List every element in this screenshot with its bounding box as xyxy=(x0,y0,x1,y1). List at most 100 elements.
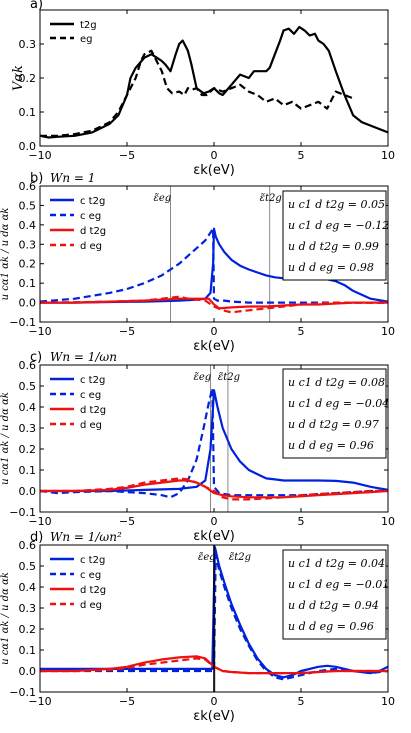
x-tick-label: −10 xyxy=(28,325,51,338)
y-tick-label: 0.0 xyxy=(19,140,37,153)
y-tick-label: 0.5 xyxy=(19,199,37,212)
y-tick-label: 0.2 xyxy=(19,623,37,636)
panel-title: Wn = 1/ωn xyxy=(50,350,117,364)
plot-frame xyxy=(39,9,389,147)
reference-label: ε̃t2g xyxy=(260,193,282,204)
annotation-line: u c1 d t2g = 0.05 xyxy=(288,198,385,211)
series-line-d-eg xyxy=(40,477,388,501)
annotation-box xyxy=(282,368,387,459)
y-tick-label: 0.3 xyxy=(19,422,37,435)
x-tick-label: −5 xyxy=(119,149,135,162)
panel-b: −10 −5 0 5 10 −0.1 0.0 0.1 0.2 0.3 0.4 0.5 0.6 ε̃eg ε̃… xyxy=(0,171,395,354)
y-tick-label: 0.0 xyxy=(19,665,37,678)
panel-title: Wn = 1/ωn² xyxy=(50,530,122,544)
legend-label: c t2g xyxy=(80,375,105,386)
y-tick-label: 0.3 xyxy=(19,38,37,51)
reference-label: ε̃t2g xyxy=(218,372,240,383)
y-tick-label: 0.1 xyxy=(19,277,37,290)
y-tick-label: 0.2 xyxy=(19,72,37,85)
x-tick-label: 5 xyxy=(298,515,305,528)
y-axis-label: u cα1 αk / u dα αk xyxy=(0,392,11,485)
reference-label: ε̃eg xyxy=(198,552,216,563)
y-tick-label: −0.1 xyxy=(9,686,36,699)
y-tick-label: 0.5 xyxy=(19,560,37,573)
y-tick-label: 0.2 xyxy=(19,258,37,271)
annotation-line: u c1 d eg = −0.04 xyxy=(288,397,389,410)
legend-label: d eg xyxy=(80,600,102,611)
annotation-line: u d d eg = 0.96 xyxy=(288,439,374,452)
reference-label: ε̃eg xyxy=(154,193,172,204)
annotation-line: u c1 d t2g = 0.08 xyxy=(288,376,385,389)
y-tick-label: 0.3 xyxy=(19,238,37,251)
legend: c t2g c eg d t2g d eg xyxy=(50,555,106,611)
series-line-c-t2g xyxy=(40,546,388,679)
x-axis-label: εk(eV) xyxy=(193,339,235,354)
series-line-t2g xyxy=(40,25,388,139)
series-line-eg xyxy=(40,49,354,137)
annotation-line: u d d eg = 0.98 xyxy=(288,261,374,274)
x-tick-label: −10 xyxy=(28,515,51,528)
y-tick-label: 0.1 xyxy=(19,464,37,477)
legend-label: d eg xyxy=(80,420,102,431)
x-tick-label: 5 xyxy=(298,695,305,708)
y-tick-label: 0.2 xyxy=(19,443,37,456)
plot-frame xyxy=(39,185,389,323)
legend-label: c eg xyxy=(80,390,101,401)
panel-label: c) xyxy=(30,350,42,365)
y-tick-label: 0.1 xyxy=(19,644,37,657)
legend-label: c eg xyxy=(80,570,101,581)
series-group xyxy=(40,546,388,681)
y-tick-label: 0.0 xyxy=(19,297,37,310)
x-tick-label: −5 xyxy=(119,515,135,528)
y-tick-label: 0.5 xyxy=(19,380,37,393)
y-axis-label: u cα1 αk / u dα αk xyxy=(0,208,11,301)
x-tick-label: −5 xyxy=(119,325,135,338)
y-tick-label: 0.4 xyxy=(19,219,37,232)
y-tick-label: 0.6 xyxy=(19,359,37,372)
x-tick-label: 10 xyxy=(381,695,395,708)
x-axis-label: εk(eV) xyxy=(193,163,235,178)
y-tick-label: 0.1 xyxy=(19,106,37,119)
y-tick-label: 0.6 xyxy=(19,539,37,552)
x-tick-label: 5 xyxy=(298,149,305,162)
x-tick-label: −5 xyxy=(119,695,135,708)
y-tick-label: 0.0 xyxy=(19,485,37,498)
legend-label: d t2g xyxy=(80,585,106,596)
plot-frame xyxy=(39,544,389,693)
legend-label: eg xyxy=(80,34,93,45)
panel-d: −10 −5 0 5 10 −0.1 0.0 0.1 0.2 0.3 0.4 0.5 0.6 ε̃eg ε̃… xyxy=(0,530,395,724)
annotation-line: u c1 d eg = −0.01 xyxy=(288,578,389,591)
x-tick-label: 0 xyxy=(211,515,218,528)
panel-label: a) xyxy=(30,0,43,12)
annotation-box xyxy=(282,190,387,281)
x-axis-label: εk(eV) xyxy=(193,529,235,544)
legend-label: c t2g xyxy=(80,555,105,566)
reference-label: ε̃eg xyxy=(194,372,212,383)
x-tick-label: 10 xyxy=(381,325,395,338)
legend-label: d t2g xyxy=(80,405,106,416)
x-tick-label: 0 xyxy=(211,325,218,338)
series-group xyxy=(40,387,388,501)
legend-label: d t2g xyxy=(80,226,106,237)
y-tick-label: 0.4 xyxy=(19,581,37,594)
panel-label: b) xyxy=(30,171,43,186)
legend-label: d eg xyxy=(80,241,102,252)
reference-label: ε̃t2g xyxy=(229,552,251,563)
x-tick-label: 0 xyxy=(211,149,218,162)
x-axis-label: εk(eV) xyxy=(193,709,235,724)
annotation-line: u d d t2g = 0.99 xyxy=(288,240,379,253)
panel-a: −10 −5 0 5 10 0.0 0.1 0.2 0.3 t2g eg εk(eV) Vαk a) xyxy=(11,0,395,178)
y-tick-label: 0.4 xyxy=(19,401,37,414)
y-tick-label: 0.3 xyxy=(19,602,37,615)
y-axis-label: Vαk xyxy=(11,65,26,91)
y-tick-label: −0.1 xyxy=(9,506,36,519)
series-line-d-eg xyxy=(40,657,388,675)
annotation-line: u d d eg = 0.96 xyxy=(288,620,374,633)
legend: c t2g c eg d t2g d eg xyxy=(50,375,106,431)
panel-label: d) xyxy=(30,530,43,545)
annotation-box xyxy=(282,549,387,640)
legend: c t2g c eg d t2g d eg xyxy=(50,196,106,252)
x-tick-label: 10 xyxy=(381,149,395,162)
x-tick-label: −10 xyxy=(28,695,51,708)
